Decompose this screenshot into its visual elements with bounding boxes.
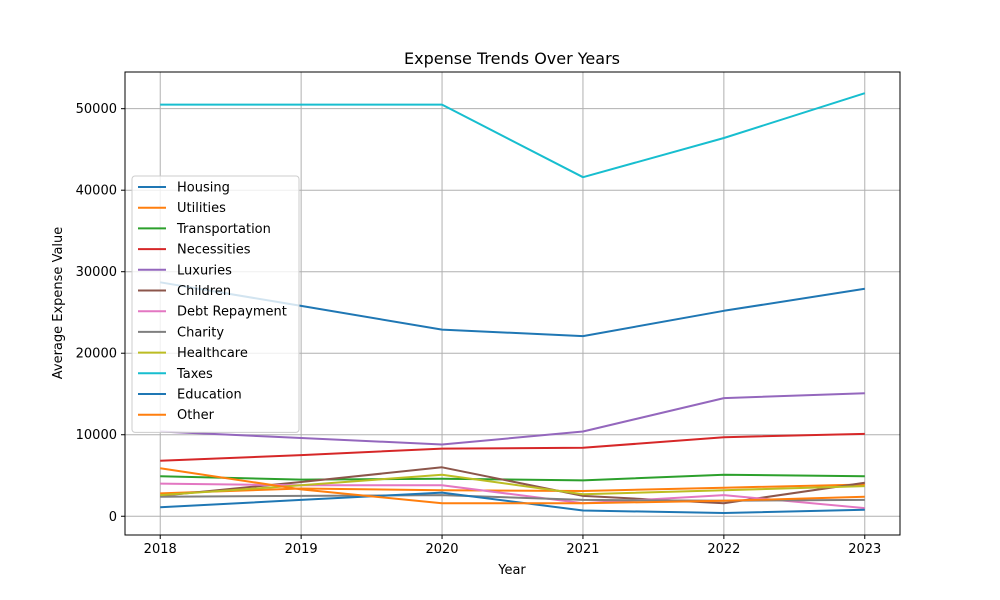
y-tick-label: 40000	[76, 184, 117, 199]
series-lines	[160, 92, 866, 514]
x-tick-label: 2021	[566, 542, 599, 557]
series-line-utilities	[160, 483, 865, 495]
legend-label-necessities: Necessities	[177, 243, 251, 258]
plot-frame	[124, 71, 901, 536]
legend-label-other: Other	[177, 408, 215, 423]
series-line-education	[160, 491, 865, 514]
y-tick-label: 20000	[76, 347, 117, 362]
legend-label-healthcare: Healthcare	[177, 346, 248, 361]
axis-ticks: 2018 2019 2020 2021 2022 2023 0 10000 20000 30000…	[76, 102, 882, 557]
chart-title: Expense Trends Over Years	[404, 49, 620, 68]
y-tick-label: 30000	[76, 265, 117, 280]
y-tick-label: 50000	[76, 102, 117, 117]
x-axis-title: Year	[497, 563, 526, 578]
x-tick-label: 2022	[707, 542, 740, 557]
series-line-transportation	[160, 473, 865, 482]
x-tick-label: 2023	[848, 542, 881, 557]
legend-label-education: Education	[177, 388, 242, 403]
legend-label-transportation: Transportation	[176, 222, 271, 237]
y-axis-title: Average Expense Value	[51, 227, 66, 380]
x-tick-label: 2018	[144, 542, 177, 557]
legend: Housing Utilities Transportation Necessitie…	[131, 175, 300, 433]
series-line-taxes	[160, 92, 866, 179]
legend-label-taxes: Taxes	[176, 367, 213, 382]
series-line-other	[160, 467, 865, 505]
legend-label-utilities: Utilities	[177, 201, 226, 216]
legend-label-housing: Housing	[177, 181, 230, 196]
x-tick-label: 2019	[285, 542, 318, 557]
legend-label-children: Children	[177, 284, 231, 299]
series-line-luxuries	[160, 392, 865, 446]
legend-label-debt-repayment: Debt Repayment	[177, 305, 287, 320]
series-line-necessities	[160, 432, 865, 462]
series-line-healthcare	[160, 473, 865, 497]
legend-label-luxuries: Luxuries	[177, 263, 232, 278]
y-tick-label: 0	[109, 510, 117, 525]
legend-box	[131, 175, 300, 433]
x-tick-label: 2020	[425, 542, 458, 557]
y-tick-label: 10000	[76, 428, 117, 443]
legend-label-charity: Charity	[177, 325, 224, 340]
